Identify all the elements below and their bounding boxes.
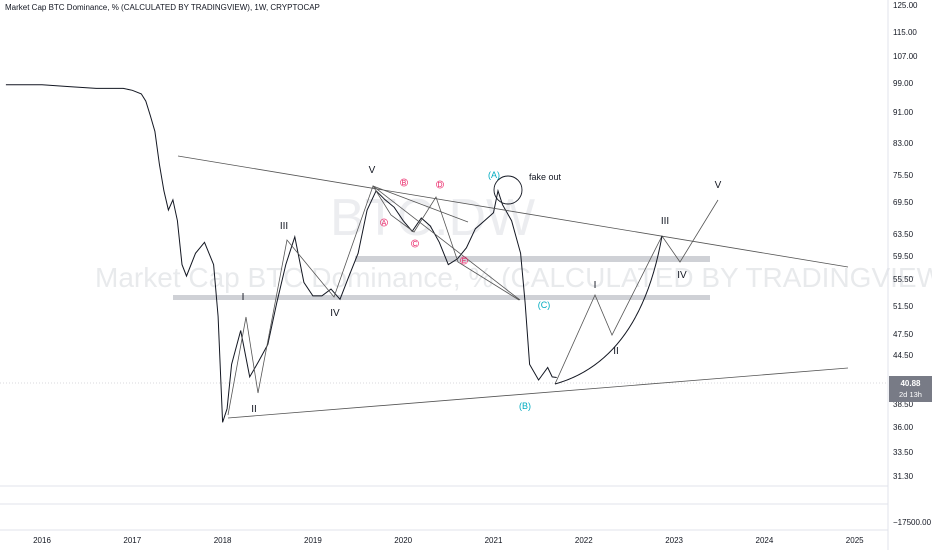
x-tick-label: 2025 xyxy=(846,536,864,545)
y-tick-label: 63.50 xyxy=(893,230,914,239)
y-tick-label: −17500.00 xyxy=(893,518,932,527)
y-tick-label: 115.00 xyxy=(893,28,917,37)
y-tick-label: 44.50 xyxy=(893,351,914,360)
y-tick-label: 125.00 xyxy=(893,1,918,10)
chart-title: Market Cap BTC Dominance, % (CALCULATED … xyxy=(5,3,320,12)
wedge-line-2 xyxy=(372,185,521,301)
price-badge-value: 40.88 xyxy=(900,379,921,388)
x-tick-label: 2018 xyxy=(214,536,232,545)
wave-label: (B) xyxy=(519,401,531,411)
price-badge-time: 2d 13h xyxy=(899,390,922,399)
wave-label-ring xyxy=(411,239,419,248)
y-tick-label: 31.30 xyxy=(893,472,914,481)
wave-label: IV xyxy=(330,308,340,319)
x-tick-label: 2016 xyxy=(33,536,51,545)
x-tick-label: 2023 xyxy=(665,536,683,545)
wave-label-ring xyxy=(460,256,468,265)
wave-label: III xyxy=(661,216,669,227)
wave-label: V xyxy=(715,180,722,191)
y-tick-label: 47.50 xyxy=(893,330,914,339)
upper-trendline xyxy=(177,155,849,268)
projection-path xyxy=(554,199,719,385)
price-badge: 40.88 2d 13h xyxy=(889,376,932,402)
y-tick-label: 59.50 xyxy=(893,252,914,261)
watermark-text: Market Cap BTC Dominance, % (CALCULATED … xyxy=(95,262,932,293)
x-tick-label: 2024 xyxy=(756,536,774,545)
y-tick-label: 33.50 xyxy=(893,448,914,457)
y-tick-label: 99.00 xyxy=(893,79,914,88)
wave-historic xyxy=(227,185,520,416)
wave-label: A xyxy=(382,220,387,227)
wave-label: I xyxy=(242,292,245,303)
wave-label-ring xyxy=(380,218,388,227)
wave-label: (A) xyxy=(488,170,500,180)
y-tick-label: 91.00 xyxy=(893,108,914,117)
y-tick-label: 83.00 xyxy=(893,139,914,148)
y-tick-label: 107.00 xyxy=(893,52,918,61)
projection-curve xyxy=(554,235,663,385)
wave-label-ring xyxy=(436,180,444,189)
wave-label: B xyxy=(402,180,407,187)
wave-label: C xyxy=(412,241,417,248)
wave-label: fake out xyxy=(529,172,562,182)
wave-label: II xyxy=(613,346,619,357)
x-tick-label: 2017 xyxy=(123,536,141,545)
wave-label: D xyxy=(437,182,442,189)
wave-label: IV xyxy=(677,270,687,281)
y-tick-label: 69.50 xyxy=(893,198,914,207)
price-line xyxy=(5,84,557,423)
wave-label: (C) xyxy=(538,300,551,310)
wave-label-ring xyxy=(400,178,408,187)
wave-label: E xyxy=(462,258,467,265)
x-tick-label: 2022 xyxy=(575,536,593,545)
x-tick-label: 2019 xyxy=(304,536,322,545)
wedge-line-1 xyxy=(372,185,469,223)
y-tick-label: 51.50 xyxy=(893,302,914,311)
wave-label: V xyxy=(369,165,376,176)
x-tick-label: 2020 xyxy=(394,536,412,545)
y-tick-label: 36.00 xyxy=(893,423,914,432)
wave-label: II xyxy=(251,404,257,415)
zone-lower xyxy=(173,295,710,300)
y-tick-label: 55.50 xyxy=(893,275,914,284)
lower-trendline xyxy=(227,367,849,419)
fakeout-circle xyxy=(493,175,523,205)
wave-label: I xyxy=(594,280,597,291)
x-tick-label: 2021 xyxy=(485,536,503,545)
y-tick-label: 38.50 xyxy=(893,400,914,409)
wave-label: III xyxy=(280,221,288,232)
y-tick-label: 75.50 xyxy=(893,171,914,180)
zone-upper xyxy=(355,256,710,262)
